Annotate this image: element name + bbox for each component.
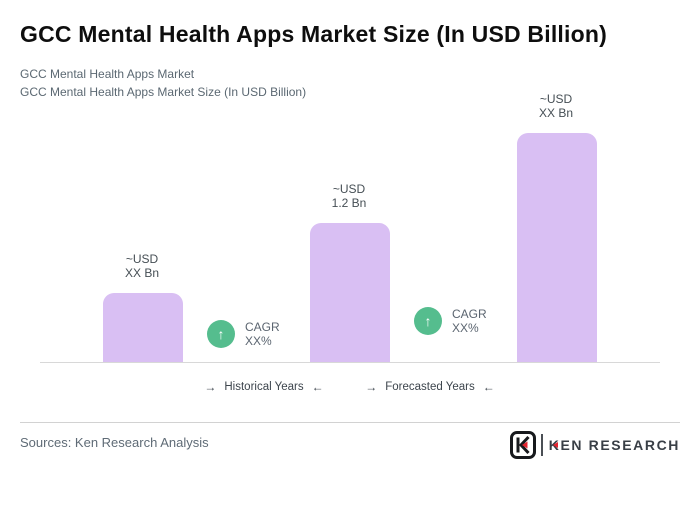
chart-subtitle-market: GCC Mental Health Apps Market <box>20 67 195 81</box>
x-axis-line <box>40 362 660 363</box>
growth-up-arrow-icon: ↑ <box>207 320 235 348</box>
ken-research-logo: KEN RESEARCH <box>509 430 680 460</box>
bar-value-line1: ~USD <box>539 92 573 106</box>
bar-value-line2: XX Bn <box>538 106 574 120</box>
axis-annotation-text: Forecasted Years <box>385 381 475 393</box>
cagr-label-line1: CAGR <box>245 320 280 334</box>
cagr-label: CAGR XX% <box>452 307 487 335</box>
bar-historical <box>103 293 183 363</box>
cagr-label-line2: XX% <box>245 334 272 348</box>
bar-value-line1: ~USD <box>332 182 366 196</box>
logo-wordmark-text: KEN RESEARCH <box>548 437 680 453</box>
logo-divider <box>540 434 543 456</box>
left-arrow-icon: ← <box>482 380 495 394</box>
growth-up-arrow-icon: ↑ <box>414 307 442 335</box>
footer-divider <box>20 422 680 423</box>
chart-subtitle-market-size: GCC Mental Health Apps Market Size (In U… <box>20 85 307 99</box>
axis-annotation-text: Historical Years <box>224 381 304 393</box>
cagr-badge-historical: ↑ CAGR XX% <box>207 320 280 348</box>
bar-forecast <box>517 133 597 363</box>
axis-annotation-historical-years: → Historical Years ← <box>204 380 323 394</box>
bar-value-label-historical: ~USD XX Bn <box>82 252 202 280</box>
bar-value-line1: ~USD <box>125 252 159 266</box>
bar-value-label-forecast: ~USD XX Bn <box>496 92 616 120</box>
cagr-label-line2: XX% <box>452 321 479 335</box>
sources-note: Sources: Ken Research Analysis <box>20 435 209 450</box>
cagr-badge-forecast: ↑ CAGR XX% <box>414 307 487 335</box>
ken-research-k-icon <box>509 431 536 459</box>
logo-wordmark: KEN RESEARCH <box>549 437 680 453</box>
right-arrow-icon: → <box>365 380 378 394</box>
bar-current <box>310 223 390 363</box>
cagr-label: CAGR XX% <box>245 320 280 348</box>
bar-value-label-current: ~USD 1.2 Bn <box>289 182 409 210</box>
axis-annotation-forecasted-years: → Forecasted Years ← <box>365 380 495 394</box>
logo-red-triangle-icon <box>553 441 559 448</box>
page-title: GCC Mental Health Apps Market Size (In U… <box>20 21 607 47</box>
bar-value-line2: 1.2 Bn <box>331 196 367 210</box>
bar-value-line2: XX Bn <box>124 266 160 280</box>
right-arrow-icon: → <box>204 380 217 394</box>
left-arrow-icon: ← <box>311 380 324 394</box>
cagr-label-line1: CAGR <box>452 307 487 321</box>
